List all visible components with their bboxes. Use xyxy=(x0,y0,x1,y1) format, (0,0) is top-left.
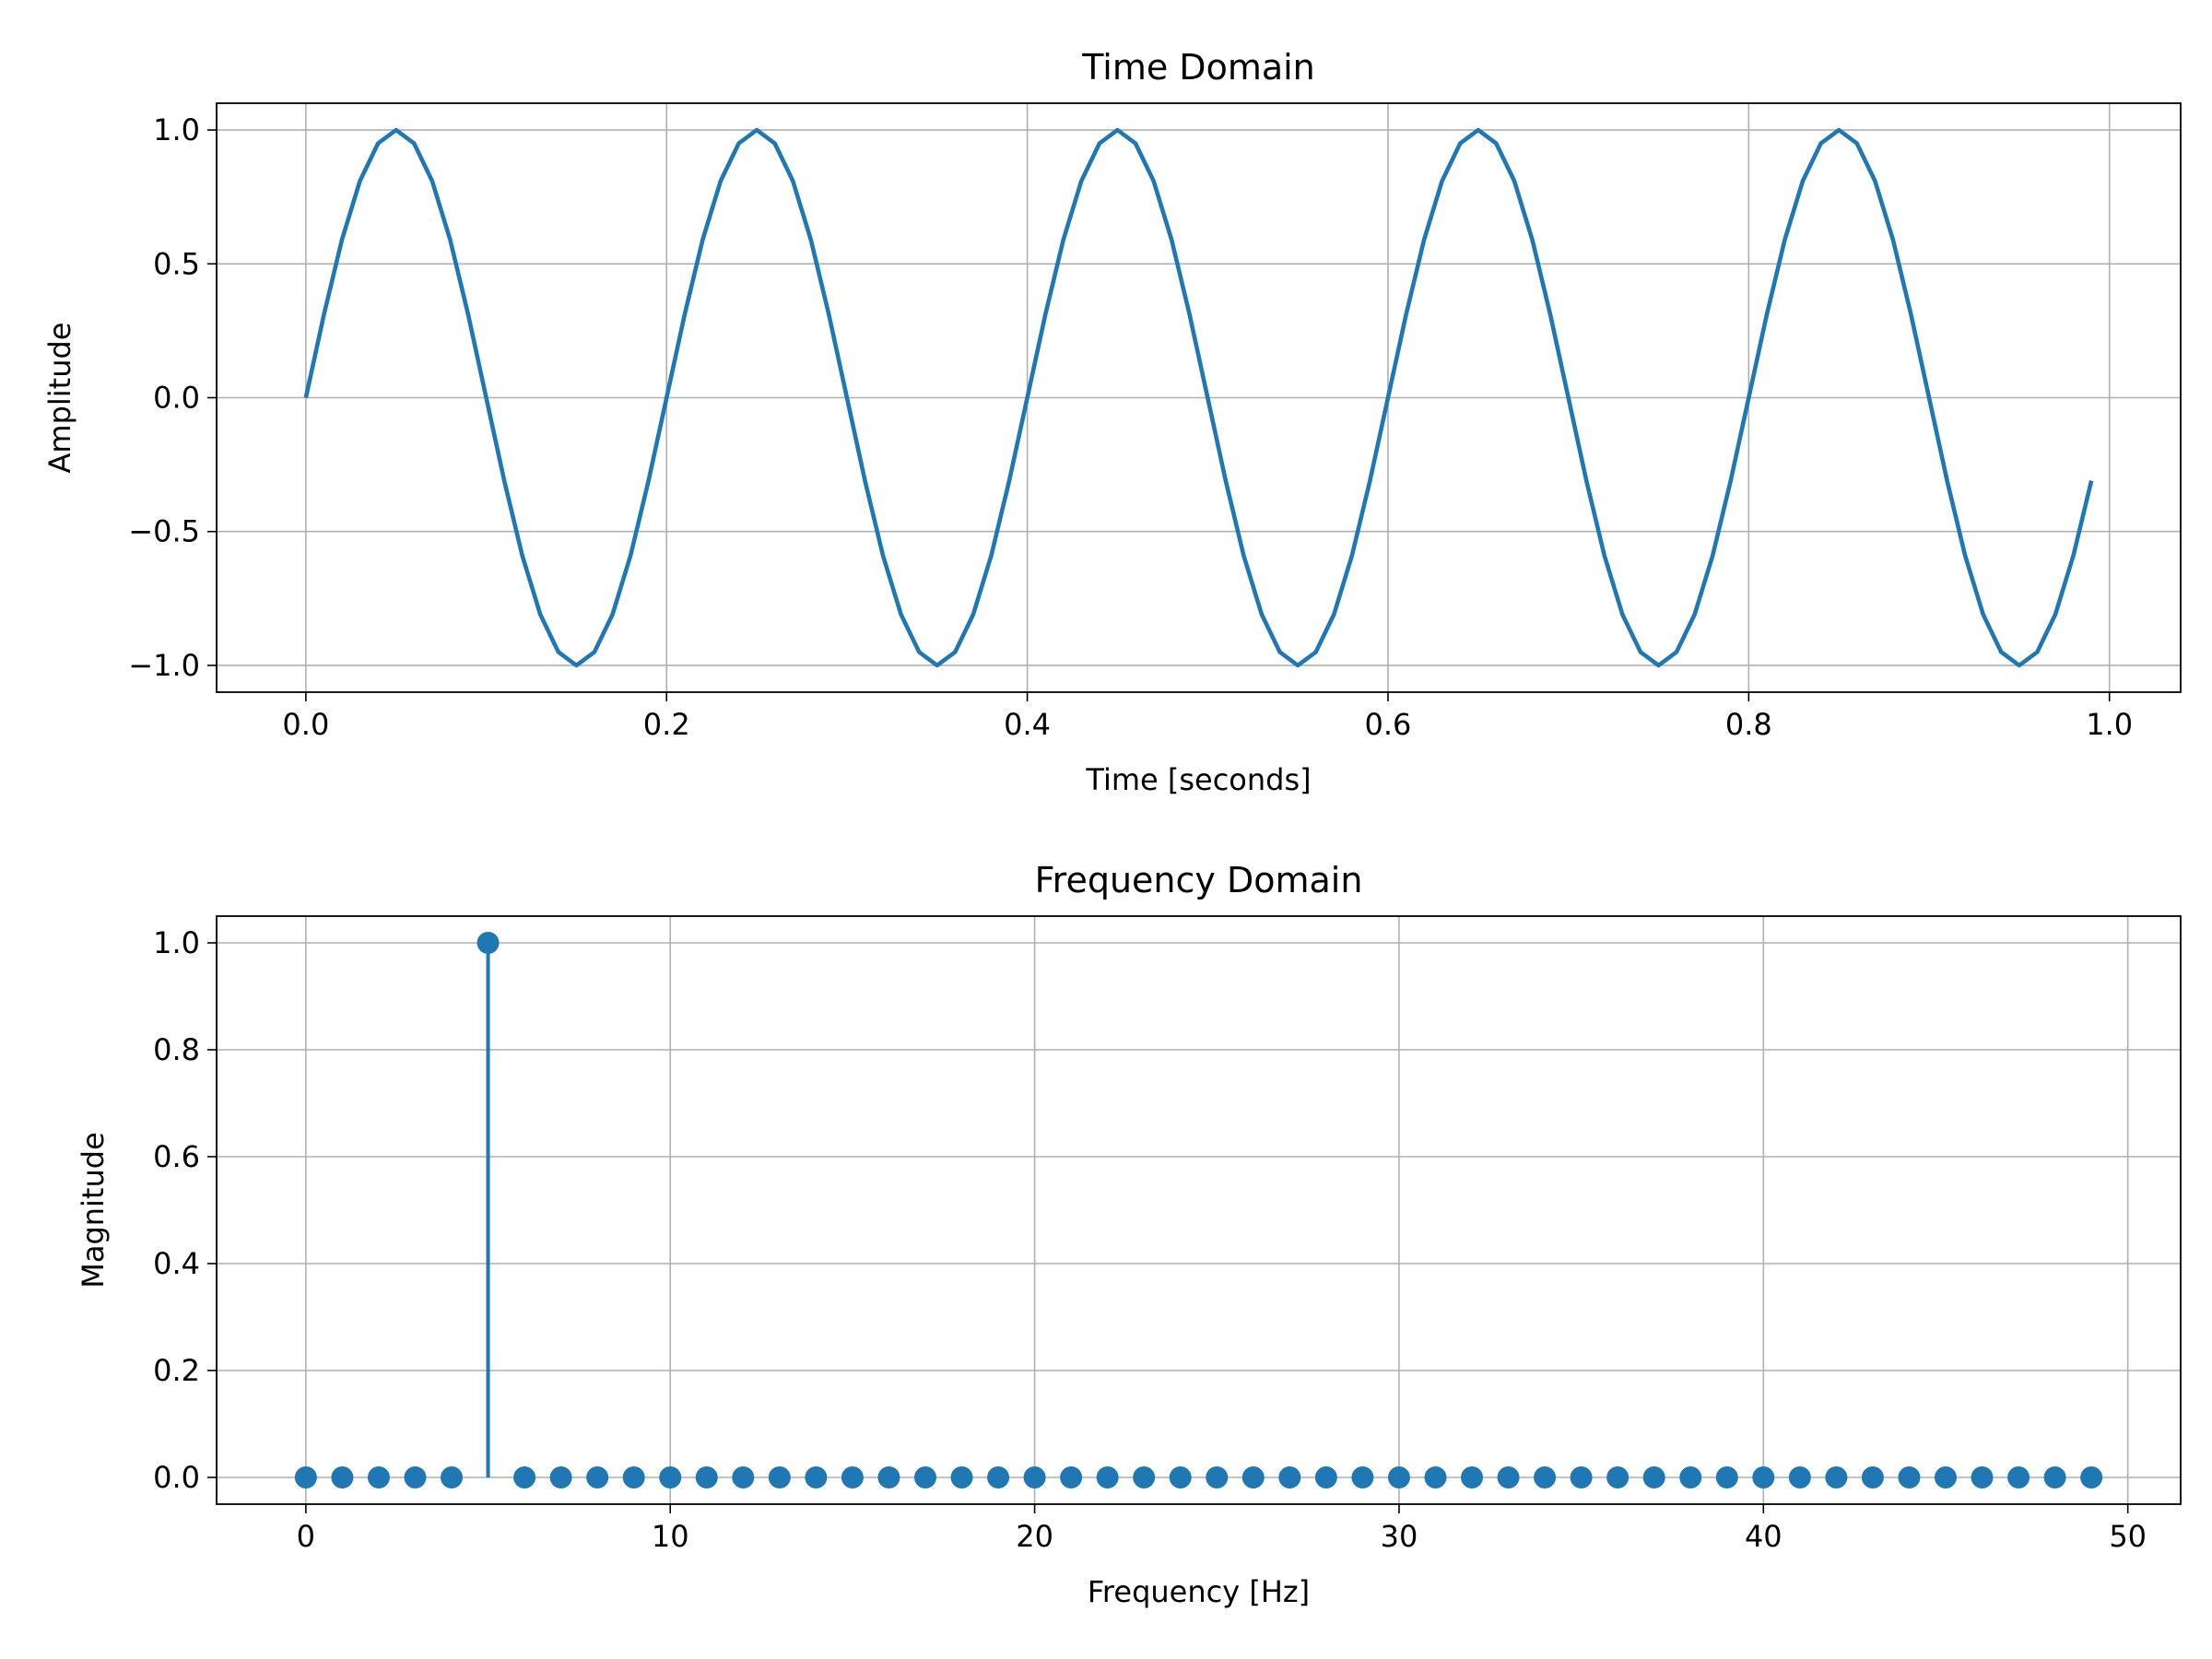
x-tick-label: 50 xyxy=(2109,1519,2147,1554)
x-axis-label: Time [seconds] xyxy=(1085,762,1311,797)
stem-marker xyxy=(1060,1466,1083,1488)
stem-marker xyxy=(1642,1466,1665,1488)
stem-marker xyxy=(1387,1466,1410,1488)
y-axis-label: Magnitude xyxy=(76,1132,111,1288)
x-tick-label: 0.0 xyxy=(282,707,329,742)
stem-marker xyxy=(294,1466,317,1488)
stem-marker xyxy=(622,1466,645,1488)
chart-title: Frequency Domain xyxy=(1035,860,1363,900)
x-tick-label: 30 xyxy=(1381,1519,1418,1554)
stem-marker xyxy=(1861,1466,1884,1488)
y-tick-label: 0.2 xyxy=(153,1353,200,1388)
x-tick-label: 0 xyxy=(297,1519,315,1554)
stem-marker xyxy=(913,1466,936,1488)
stem-marker xyxy=(805,1466,828,1488)
stem-marker xyxy=(768,1466,791,1488)
stem-marker xyxy=(1351,1466,1374,1488)
x-tick-label: 1.0 xyxy=(2086,707,2133,742)
stem-marker xyxy=(1206,1466,1229,1488)
stem-marker xyxy=(1424,1466,1447,1488)
y-tick-label: 0.5 xyxy=(153,246,200,281)
y-tick-label: 1.0 xyxy=(153,925,200,960)
y-tick-label: −0.5 xyxy=(128,514,200,549)
y-tick-label: −1.0 xyxy=(128,648,200,683)
x-tick-label: 0.8 xyxy=(1725,707,1772,742)
y-tick-label: 0.8 xyxy=(153,1032,200,1067)
stem-marker xyxy=(1497,1466,1520,1488)
chart-title: Time Domain xyxy=(1081,47,1315,88)
stem-marker xyxy=(2080,1466,2103,1488)
stem-marker xyxy=(1679,1466,1702,1488)
stem-marker xyxy=(1715,1466,1738,1488)
axes-frame xyxy=(216,102,2182,693)
stem-marker xyxy=(1825,1466,1848,1488)
stem-marker xyxy=(1241,1466,1265,1488)
stem-marker xyxy=(695,1466,718,1488)
stem-marker xyxy=(1096,1466,1119,1488)
stem-marker xyxy=(513,1466,536,1488)
x-tick-label: 20 xyxy=(1016,1519,1053,1554)
stem-marker xyxy=(2043,1466,2066,1488)
stem-marker xyxy=(2007,1466,2030,1488)
axes-frame xyxy=(216,915,2182,1505)
stem-marker xyxy=(549,1466,572,1488)
stem-marker xyxy=(1023,1466,1046,1488)
stem-marker xyxy=(732,1466,755,1488)
stem-marker xyxy=(1570,1466,1593,1488)
stem-marker xyxy=(1534,1466,1557,1488)
stem-marker xyxy=(477,932,500,954)
y-tick-label: 0.4 xyxy=(153,1246,200,1281)
y-tick-label: 0.6 xyxy=(153,1139,200,1174)
stem-marker xyxy=(1133,1466,1156,1488)
stem-marker xyxy=(877,1466,900,1488)
stem-marker xyxy=(841,1466,864,1488)
stem-marker xyxy=(367,1466,390,1488)
stem-marker xyxy=(1898,1466,1921,1488)
y-tick-label: 0.0 xyxy=(153,1460,200,1495)
stem-marker xyxy=(1169,1466,1192,1488)
stem-marker xyxy=(950,1466,973,1488)
stem-marker xyxy=(1752,1466,1775,1488)
y-tick-label: 0.0 xyxy=(153,381,200,416)
stem-marker xyxy=(1934,1466,1957,1488)
stem-marker xyxy=(1461,1466,1484,1488)
x-tick-label: 0.6 xyxy=(1365,707,1412,742)
stem-marker xyxy=(659,1466,682,1488)
stem-marker xyxy=(1971,1466,1994,1488)
x-tick-label: 0.4 xyxy=(1004,707,1051,742)
stem-marker xyxy=(1278,1466,1301,1488)
stem-marker xyxy=(1314,1466,1337,1488)
stem-marker xyxy=(441,1466,464,1488)
stem-marker xyxy=(586,1466,609,1488)
x-tick-label: 40 xyxy=(1745,1519,1783,1554)
y-tick-label: 1.0 xyxy=(153,112,200,147)
stem-marker xyxy=(1606,1466,1630,1488)
stem-marker xyxy=(987,1466,1010,1488)
y-axis-label: Amplitude xyxy=(42,323,77,474)
line-series xyxy=(303,127,2094,668)
stem-marker xyxy=(1788,1466,1811,1488)
stem-marker xyxy=(331,1466,354,1488)
x-tick-label: 10 xyxy=(652,1519,689,1554)
x-tick-label: 0.2 xyxy=(643,707,690,742)
stem-marker xyxy=(404,1466,427,1488)
x-axis-label: Frequency [Hz] xyxy=(1088,1574,1310,1609)
